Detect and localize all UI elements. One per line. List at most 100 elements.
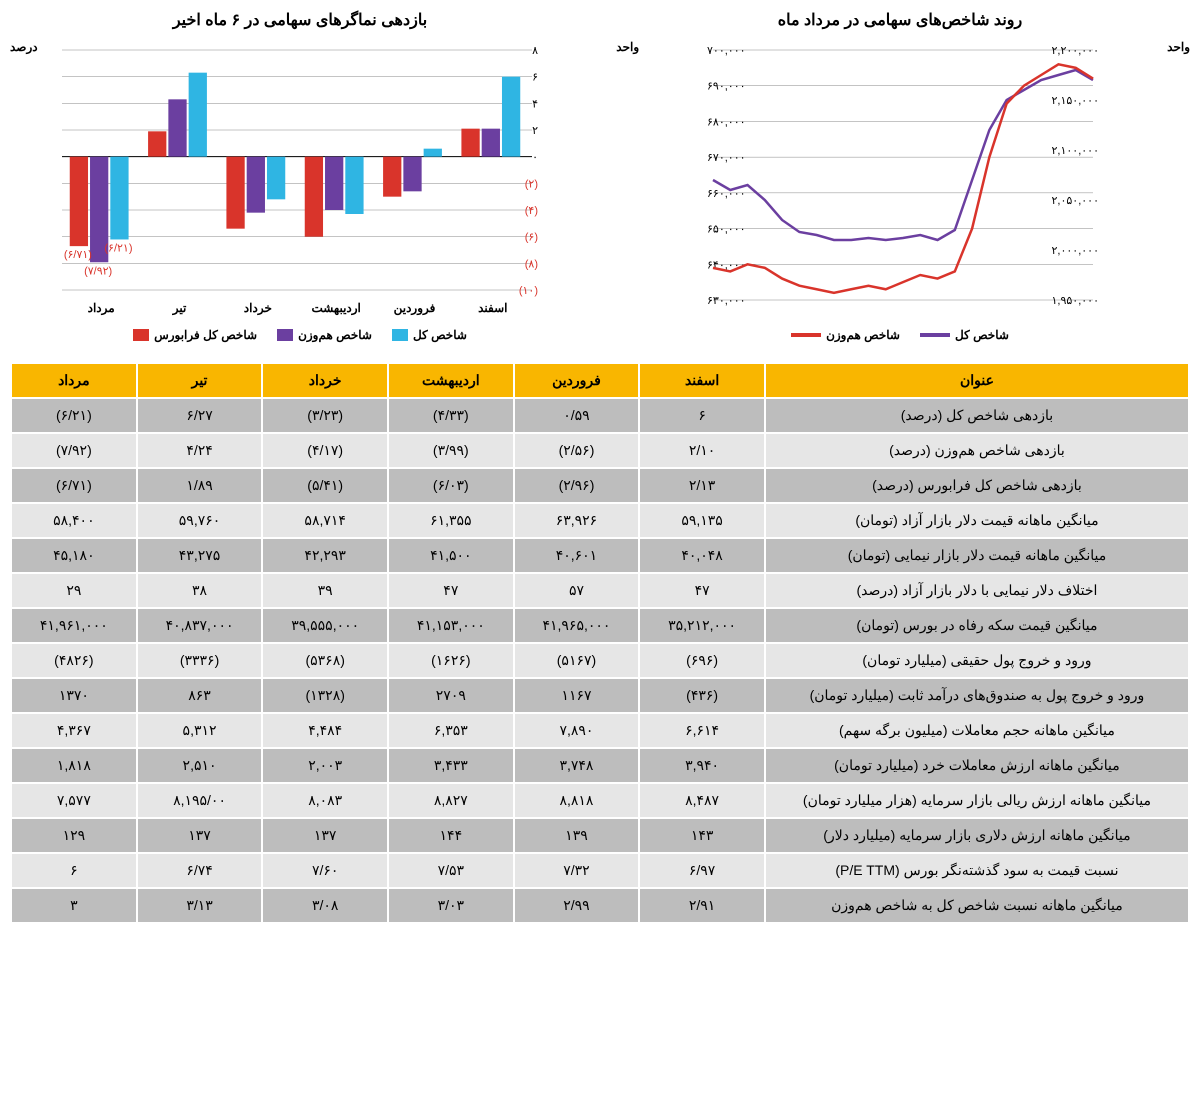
legend-swatch — [920, 333, 950, 337]
legend-item: شاخص کل — [920, 328, 1009, 342]
cell-value: ۴۷ — [388, 573, 514, 608]
cell-value: (۶۹۶) — [639, 643, 765, 678]
cell-value: (۶/۲۱) — [11, 398, 137, 433]
cell-value: ۵,۳۱۲ — [137, 713, 263, 748]
cell-value: (۲/۹۶) — [514, 468, 640, 503]
row-title: میانگین ماهانه قیمت دلار بازار نیمایی (ت… — [765, 538, 1189, 573]
cell-value: ۵۸,۴۰۰ — [11, 503, 137, 538]
cell-value: ۸,۱۹۵/۰۰ — [137, 783, 263, 818]
cell-value: ۶ — [639, 398, 765, 433]
cell-value: ۸,۸۱۸ — [514, 783, 640, 818]
table-row: میانگین ماهانه قیمت دلار بازار آزاد (توم… — [11, 503, 1189, 538]
cell-value: ۴۱,۹۶۵,۰۰۰ — [514, 608, 640, 643]
cell-value: (۲/۵۶) — [514, 433, 640, 468]
cell-value: ۸,۰۸۳ — [262, 783, 388, 818]
cell-value: ۱۳۷ — [137, 818, 263, 853]
cell-value: ۴,۳۶۷ — [11, 713, 137, 748]
table-row: میانگین قیمت سکه رفاه در بورس (تومان)۳۵,… — [11, 608, 1189, 643]
cell-value: (۴۳۶) — [639, 678, 765, 713]
col-header-month: تیر — [137, 363, 263, 398]
table-row: میانگین ماهانه ارزش دلاری بازار سرمایه (… — [11, 818, 1189, 853]
cell-value: ۶ — [11, 853, 137, 888]
legend-label: شاخص هم‌وزن — [298, 328, 372, 342]
legend-label: شاخص کل — [413, 328, 467, 342]
svg-text:فروردین: فروردین — [393, 301, 435, 316]
cell-value: (۱۳۲۸) — [262, 678, 388, 713]
cell-value: ۲۹ — [11, 573, 137, 608]
row-title: اختلاف دلار نیمایی با دلار بازار آزاد (د… — [765, 573, 1189, 608]
cell-value: (۵۱۶۷) — [514, 643, 640, 678]
cell-value: ۸,۴۸۷ — [639, 783, 765, 818]
legend-swatch — [133, 329, 149, 341]
cell-value: ۲/۱۳ — [639, 468, 765, 503]
svg-text:(۶/۷۱): (۶/۷۱) — [63, 249, 91, 261]
cell-value: ۲/۹۹ — [514, 888, 640, 923]
row-title: میانگین قیمت سکه رفاه در بورس (تومان) — [765, 608, 1189, 643]
legend-item: شاخص کل — [392, 328, 467, 342]
row-title: بازدهی شاخص هم‌وزن (درصد) — [765, 433, 1189, 468]
row-title: بازدهی شاخص کل فرابورس (درصد) — [765, 468, 1189, 503]
legend-label: شاخص کل فرابورس — [154, 328, 257, 342]
cell-value: ۱۳۹ — [514, 818, 640, 853]
svg-text:۲,۰۵۰,۰۰۰: ۲,۰۵۰,۰۰۰ — [1052, 195, 1099, 207]
cell-value: ۶۱,۳۵۵ — [388, 503, 514, 538]
svg-text:۶: ۶ — [532, 72, 538, 84]
cell-value: ۴۰,۸۳۷,۰۰۰ — [137, 608, 263, 643]
row-title: نسبت قیمت به سود گذشته‌نگر بورس (P/E TTM… — [765, 853, 1189, 888]
line-chart-svg: ۶۳۰,۰۰۰۶۴۰,۰۰۰۶۵۰,۰۰۰۶۶۰,۰۰۰۶۷۰,۰۰۰۶۸۰,۰… — [643, 40, 1163, 320]
cell-value: ۷,۵۷۷ — [11, 783, 137, 818]
cell-value: (۴/۱۷) — [262, 433, 388, 468]
cell-value: ۷/۵۳ — [388, 853, 514, 888]
cell-value: ۶/۹۷ — [639, 853, 765, 888]
cell-value: ۸,۸۲۷ — [388, 783, 514, 818]
col-header-month: فروردین — [514, 363, 640, 398]
table-row: میانگین ماهانه حجم معاملات (میلیون برگه … — [11, 713, 1189, 748]
row-title: میانگین ماهانه ارزش ریالی بازار سرمایه (… — [765, 783, 1189, 818]
row-title: بازدهی شاخص کل (درصد) — [765, 398, 1189, 433]
cell-value: ۲۷۰۹ — [388, 678, 514, 713]
line-chart-title: روند شاخص‌های سهامی در مرداد ماه — [610, 10, 1190, 30]
bar-chart-svg: ۰۲۴۶۸(۲)(۴)(۶)(۸)(۱۰)اسفندفروردیناردیبهش… — [42, 40, 582, 320]
cell-value: ۴,۴۸۴ — [262, 713, 388, 748]
cell-value: ۳,۹۴۰ — [639, 748, 765, 783]
row-title: میانگین ماهانه نسبت شاخص کل به شاخص هم‌و… — [765, 888, 1189, 923]
cell-value: (۶/۷۱) — [11, 468, 137, 503]
row-title: میانگین ماهانه حجم معاملات (میلیون برگه … — [765, 713, 1189, 748]
col-header-month: اردیبهشت — [388, 363, 514, 398]
svg-text:۶۹۰,۰۰۰: ۶۹۰,۰۰۰ — [707, 81, 746, 93]
svg-text:۶۶۰,۰۰۰: ۶۶۰,۰۰۰ — [707, 188, 746, 200]
bar-legend: شاخص کل شاخص هم‌وزن شاخص کل فرابورس — [10, 328, 590, 342]
cell-value: ۶/۲۷ — [137, 398, 263, 433]
table-row: نسبت قیمت به سود گذشته‌نگر بورس (P/E TTM… — [11, 853, 1189, 888]
cell-value: ۴۰,۶۰۱ — [514, 538, 640, 573]
svg-text:۷۰۰,۰۰۰: ۷۰۰,۰۰۰ — [707, 45, 746, 57]
svg-text:(۱۰): (۱۰) — [518, 285, 537, 297]
legend-swatch — [392, 329, 408, 341]
col-header-month: خرداد — [262, 363, 388, 398]
row-title: ورود و خروج پول به صندوق‌های درآمد ثابت … — [765, 678, 1189, 713]
table-row: میانگین ماهانه ارزش معاملات خرد (میلیارد… — [11, 748, 1189, 783]
cell-value: ۳,۴۳۳ — [388, 748, 514, 783]
svg-text:۲: ۲ — [532, 125, 538, 137]
cell-value: ۲/۱۰ — [639, 433, 765, 468]
cell-value: ۵۷ — [514, 573, 640, 608]
svg-text:۲,۱۰۰,۰۰۰: ۲,۱۰۰,۰۰۰ — [1052, 145, 1099, 157]
row-title: میانگین ماهانه ارزش معاملات خرد (میلیارد… — [765, 748, 1189, 783]
cell-value: ۳۵,۲۱۲,۰۰۰ — [639, 608, 765, 643]
cell-value: ۶۳,۹۲۶ — [514, 503, 640, 538]
cell-value: ۵۸,۷۱۴ — [262, 503, 388, 538]
cell-value: ۳ — [11, 888, 137, 923]
line-legend: شاخص کل شاخص هم‌وزن — [610, 328, 1190, 342]
table-row: بازدهی شاخص کل (درصد)۶۰/۵۹(۴/۳۳)(۳/۲۳)۶/… — [11, 398, 1189, 433]
cell-value: (۳/۲۳) — [262, 398, 388, 433]
cell-value: ۵۹,۱۳۵ — [639, 503, 765, 538]
svg-text:اردیبهشت: اردیبهشت — [311, 301, 360, 316]
cell-value: ۴/۲۴ — [137, 433, 263, 468]
table-row: میانگین ماهانه قیمت دلار بازار نیمایی (ت… — [11, 538, 1189, 573]
cell-value: (۴۸۲۶) — [11, 643, 137, 678]
legend-item: شاخص هم‌وزن — [277, 328, 372, 342]
cell-value: (۳۳۳۶) — [137, 643, 263, 678]
cell-value: ۱۳۷ — [262, 818, 388, 853]
svg-text:۲,۱۵۰,۰۰۰: ۲,۱۵۰,۰۰۰ — [1052, 95, 1099, 107]
cell-value: (۳/۹۹) — [388, 433, 514, 468]
